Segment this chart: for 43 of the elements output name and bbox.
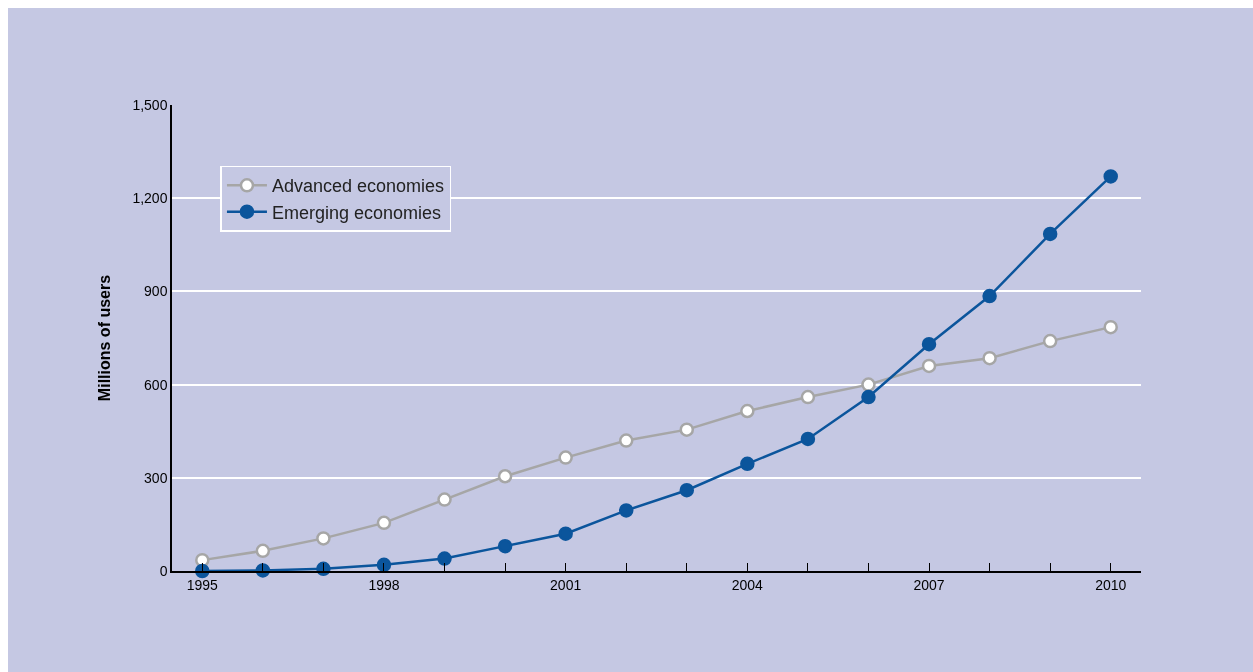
point [1103, 169, 1118, 184]
point [921, 358, 937, 374]
point [982, 288, 997, 304]
point [497, 538, 513, 554]
point [861, 389, 876, 405]
x-tick-label: 2010 [1095, 576, 1127, 593]
point [679, 482, 695, 498]
point [740, 403, 755, 419]
point [800, 431, 816, 447]
point [618, 503, 634, 518]
point [316, 531, 331, 546]
point [921, 336, 937, 352]
point [376, 557, 392, 573]
x-tick-label: 2004 [731, 576, 764, 593]
y-tick-label: 300 [144, 469, 168, 486]
point [740, 456, 755, 472]
y-axis-title: Millions of users [95, 274, 113, 402]
point [1042, 226, 1058, 242]
x-tick-label: 1998 [368, 576, 400, 593]
point [1103, 319, 1118, 335]
y-tick-label: 600 [144, 376, 168, 393]
point [437, 492, 452, 507]
point [982, 350, 997, 366]
legend-label: Emerging economies [271, 202, 442, 223]
x-tick-label: 2001 [550, 576, 582, 593]
y-tick-label: 0 [159, 562, 168, 579]
y-tick-label: 900 [144, 283, 168, 300]
point [437, 551, 452, 566]
y-tick-label: 1,200 [132, 190, 168, 207]
point [1042, 333, 1058, 349]
x-tick-label: 1995 [186, 576, 219, 593]
point [376, 515, 392, 531]
point [497, 469, 513, 484]
point [618, 433, 634, 448]
point [255, 543, 271, 559]
point [861, 377, 876, 392]
point [558, 526, 573, 541]
point [800, 389, 816, 405]
x-tick-label: 2007 [913, 576, 945, 593]
legend-label: Advanced economies [271, 176, 445, 197]
y-tick-label: 1,500 [132, 96, 168, 113]
point [558, 450, 573, 465]
point [679, 422, 695, 437]
